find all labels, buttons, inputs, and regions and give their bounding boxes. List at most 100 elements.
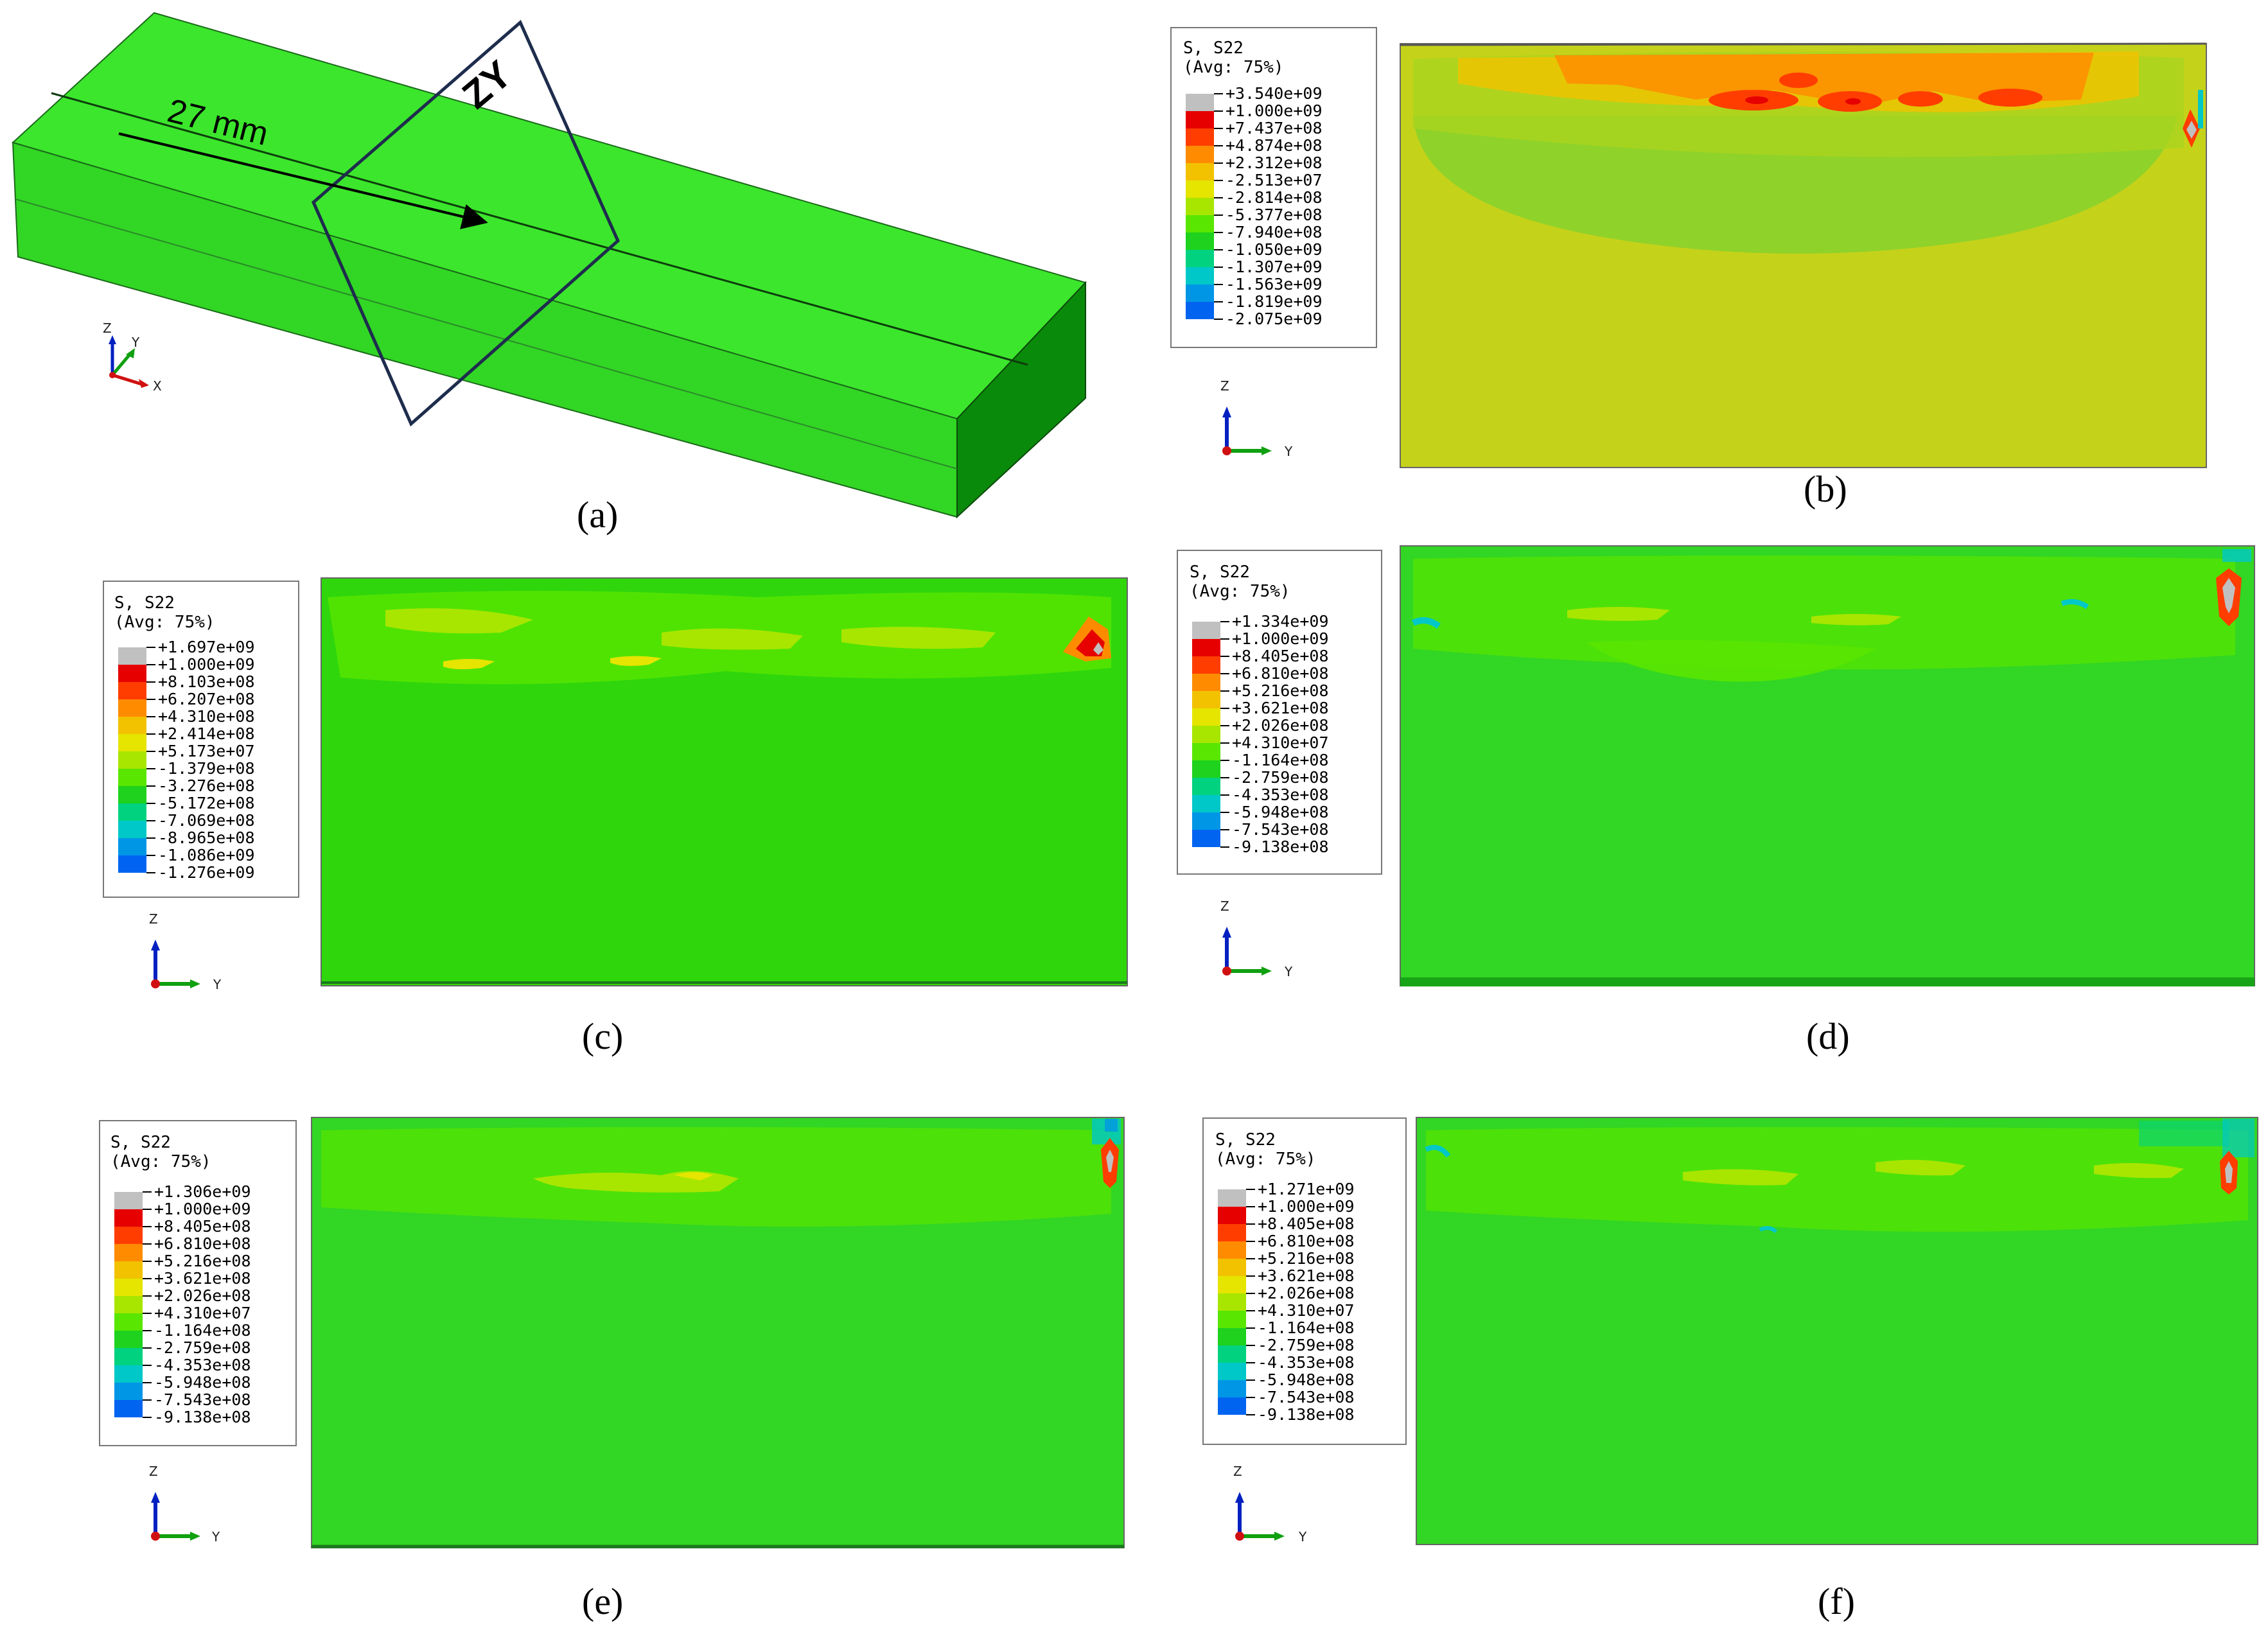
svg-text:Z: Z	[1233, 1464, 1242, 1479]
legend-value: -9.138e+08	[154, 1408, 251, 1426]
axis-triad-a: Z Y X	[103, 320, 162, 394]
legend-tick	[143, 1209, 152, 1210]
legend-value: +5.173e+07	[158, 742, 255, 760]
dimension-arrow	[118, 132, 488, 229]
legend-value: -1.563e+09	[1226, 275, 1323, 293]
legend-value: -7.069e+08	[158, 811, 255, 830]
legend-value: -7.940e+08	[1226, 223, 1323, 241]
axis-triad-d: Z Y	[1220, 898, 1293, 979]
legend-tick	[146, 733, 155, 735]
legend-tick	[1246, 1397, 1255, 1398]
legend-value: -7.543e+08	[154, 1390, 251, 1409]
svg-text:Z: Z	[149, 1464, 158, 1479]
legend-value: +4.310e+07	[1232, 733, 1329, 752]
legend-tick	[146, 837, 155, 839]
legend-tick	[1246, 1345, 1255, 1346]
sublabel-d: (d)	[1806, 1015, 1850, 1057]
legend-value: -7.543e+08	[1232, 820, 1329, 839]
legend-tick	[1220, 777, 1229, 778]
sublabel-f: (f)	[1818, 1580, 1855, 1622]
sublabel-b: (b)	[1804, 468, 1847, 510]
legend-tick	[146, 647, 155, 648]
legend-value: -5.172e+08	[158, 794, 255, 812]
legend-value: +1.306e+09	[154, 1182, 251, 1201]
legend-tick	[146, 872, 155, 873]
legend-subtitle: (Avg: 75%)	[1183, 58, 1284, 77]
panel-a: 27 mm ZY Z Y X (a)	[0, 0, 1130, 552]
legend-value: -2.759e+08	[1232, 768, 1329, 787]
legend-tick	[146, 820, 155, 821]
legend-tick	[1214, 249, 1223, 250]
legend-value: -1.164e+08	[1258, 1318, 1355, 1337]
legend-tick	[1246, 1379, 1255, 1381]
panel-d: S, S22 (Avg: 75%) +1.334e+09 +1.000e+09 +8…	[1169, 539, 2268, 1079]
legend-tick	[143, 1417, 152, 1418]
legend-tick	[1214, 319, 1223, 320]
legend-tick	[143, 1278, 152, 1279]
legend-value: +5.216e+08	[154, 1252, 251, 1270]
legend-title: S, S22	[1215, 1130, 1276, 1150]
legend-tick	[1246, 1206, 1255, 1207]
legend-value: -9.138e+08	[1258, 1405, 1355, 1424]
legend-tick	[146, 768, 155, 769]
legend-tick	[143, 1382, 152, 1383]
legend-subtitle: (Avg: 75%)	[1190, 582, 1290, 601]
legend-value: -4.353e+08	[1258, 1353, 1355, 1372]
legend-tick	[1214, 284, 1223, 285]
legend-tick	[1220, 846, 1229, 848]
svg-text:Y: Y	[211, 1529, 220, 1545]
legend-value: +3.621e+08	[154, 1269, 251, 1288]
sublabel-c: (c)	[582, 1015, 624, 1057]
legend-value: +6.810e+08	[154, 1234, 251, 1253]
legend-b: S, S22 (Avg: 75%) +3.540e+09 +1.000e+09 +7…	[1170, 27, 1377, 348]
bar-end-face	[956, 281, 1086, 519]
legend-value: -1.379e+08	[158, 759, 255, 778]
legend-tick	[146, 681, 155, 683]
legend-tick	[1214, 197, 1223, 198]
legend-value: +8.405e+08	[1232, 647, 1329, 665]
legend-value: -1.164e+08	[1232, 751, 1329, 769]
legend-value: +8.103e+08	[158, 672, 255, 691]
sublabel-a: (a)	[577, 494, 619, 536]
legend-tick	[146, 716, 155, 717]
legend-tick	[143, 1347, 152, 1349]
legend-tick	[1220, 812, 1229, 813]
legend-value: -2.814e+08	[1226, 188, 1323, 207]
legend-value: +1.334e+09	[1232, 612, 1329, 631]
legend-value: -8.965e+08	[158, 828, 255, 847]
legend-value: -1.164e+08	[154, 1321, 251, 1340]
axis-triad-f: Z Y	[1233, 1464, 1307, 1545]
legend-tick	[1220, 656, 1229, 657]
legend-tick	[1220, 621, 1229, 622]
legend-tick	[1246, 1362, 1255, 1363]
legend-tick	[143, 1226, 152, 1227]
svg-text:Y: Y	[213, 977, 222, 992]
bar-3d-view: 27 mm ZY Z Y X	[12, 12, 1087, 519]
legend-value: -9.138e+08	[1232, 837, 1329, 856]
legend-value: +1.000e+09	[1258, 1197, 1355, 1216]
legend-tick	[146, 785, 155, 787]
svg-text:X: X	[153, 378, 162, 394]
legend-tick	[1220, 742, 1229, 744]
legend-value: -4.353e+08	[1232, 785, 1329, 804]
sublabel-e: (e)	[582, 1580, 624, 1622]
legend-value: +6.810e+08	[1258, 1232, 1355, 1250]
legend-title: S, S22	[110, 1133, 171, 1152]
legend-value: +3.621e+08	[1232, 699, 1329, 717]
legend-tick	[1246, 1293, 1255, 1294]
legend-value: -2.759e+08	[1258, 1336, 1355, 1354]
legend-value: -2.759e+08	[154, 1338, 251, 1357]
legend-tick	[143, 1330, 152, 1331]
legend-tick	[1246, 1275, 1255, 1277]
legend-tick	[1214, 93, 1223, 94]
legend-tick	[1246, 1414, 1255, 1415]
legend-tick	[1220, 829, 1229, 830]
legend-tick	[146, 664, 155, 665]
legend-value: -1.276e+09	[158, 863, 255, 882]
svg-text:Z: Z	[1220, 378, 1229, 394]
legend-value: -4.353e+08	[154, 1356, 251, 1374]
legend-subtitle: (Avg: 75%)	[110, 1152, 211, 1171]
panel-e: S, S22 (Avg: 75%) +1.306e+09 +1.000e+09 +8…	[84, 1105, 1150, 1631]
legend-d: S, S22 (Avg: 75%) +1.334e+09 +1.000e+09 +8…	[1177, 550, 1382, 875]
legend-value: -1.086e+09	[158, 846, 255, 864]
